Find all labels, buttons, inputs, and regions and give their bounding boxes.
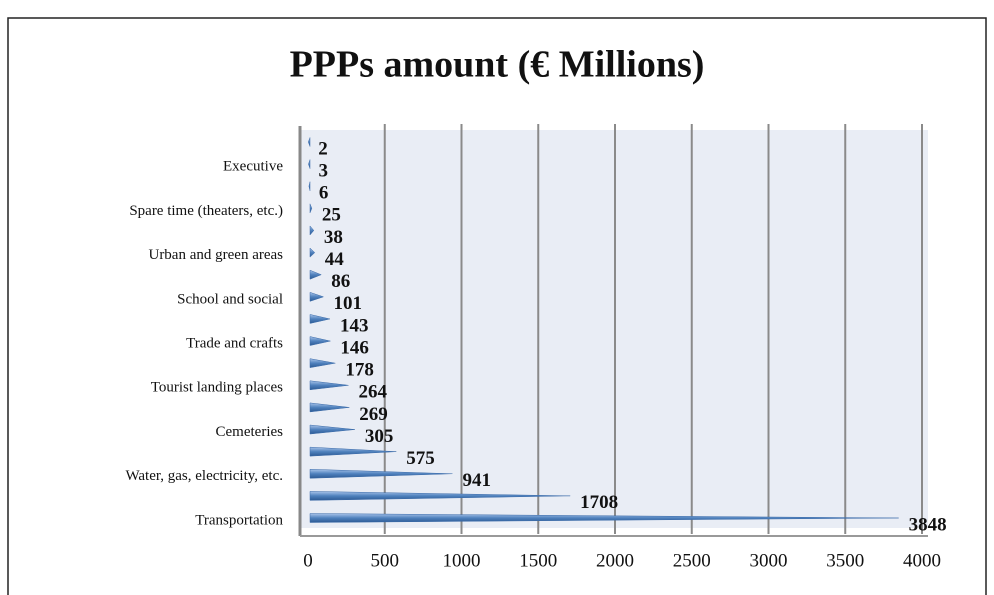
value-label: 3 [318, 160, 328, 181]
value-label: 146 [340, 337, 369, 358]
bar [309, 424, 355, 435]
bar [309, 513, 899, 523]
x-tick-label: 1000 [443, 550, 481, 571]
value-label: 101 [334, 293, 363, 314]
value-label: 178 [345, 360, 374, 381]
x-tick-label: 500 [371, 550, 400, 571]
y-tick-label: Executive [223, 159, 283, 175]
value-label: 6 [319, 183, 329, 204]
x-tick-label: 2000 [596, 550, 634, 571]
bar [309, 491, 571, 501]
x-tick-label: 2500 [673, 550, 711, 571]
bar [309, 291, 325, 302]
bar [309, 225, 315, 236]
y-tick-label: Spare time (theaters, etc.) [129, 203, 283, 219]
value-label: 941 [462, 470, 491, 491]
chart-title: PPPs amount (€ Millions) [290, 44, 705, 86]
value-label: 2 [318, 138, 328, 159]
y-tick-label: Cemeteries [216, 424, 284, 440]
bar [309, 203, 313, 213]
x-tick-label: 0 [303, 550, 313, 571]
bar [309, 336, 331, 346]
value-label: 1708 [580, 492, 618, 513]
bar [309, 358, 336, 368]
x-tick-label: 3500 [826, 550, 864, 571]
bar [309, 269, 322, 280]
value-label: 264 [359, 382, 388, 403]
value-label: 44 [325, 249, 345, 270]
value-label: 38 [324, 227, 343, 248]
bar [309, 314, 331, 324]
x-tick-label: 3000 [750, 550, 788, 571]
y-tick-label: Water, gas, electricity, etc. [125, 468, 283, 484]
value-label: 86 [331, 271, 350, 292]
bar [309, 446, 397, 457]
bar [309, 380, 349, 391]
bar [309, 402, 350, 413]
y-tick-label: Tourist landing places [151, 380, 283, 396]
y-tick-label: Urban and green areas [148, 247, 283, 263]
bar [308, 159, 311, 169]
y-tick-label: School and social [177, 291, 283, 307]
value-label: 3848 [909, 514, 947, 535]
bar [308, 137, 311, 147]
x-tick-label: 1500 [519, 550, 557, 571]
value-label: 269 [359, 404, 388, 425]
x-tick-label: 4000 [903, 550, 941, 571]
bar [309, 469, 453, 479]
bar [309, 247, 316, 258]
y-tick-label: Transportation [195, 512, 283, 528]
value-label: 143 [340, 315, 369, 336]
value-label: 305 [365, 426, 394, 447]
bar [308, 181, 311, 191]
y-tick-label: Trade and crafts [186, 335, 283, 351]
value-label: 575 [406, 448, 435, 469]
value-label: 25 [322, 205, 341, 226]
